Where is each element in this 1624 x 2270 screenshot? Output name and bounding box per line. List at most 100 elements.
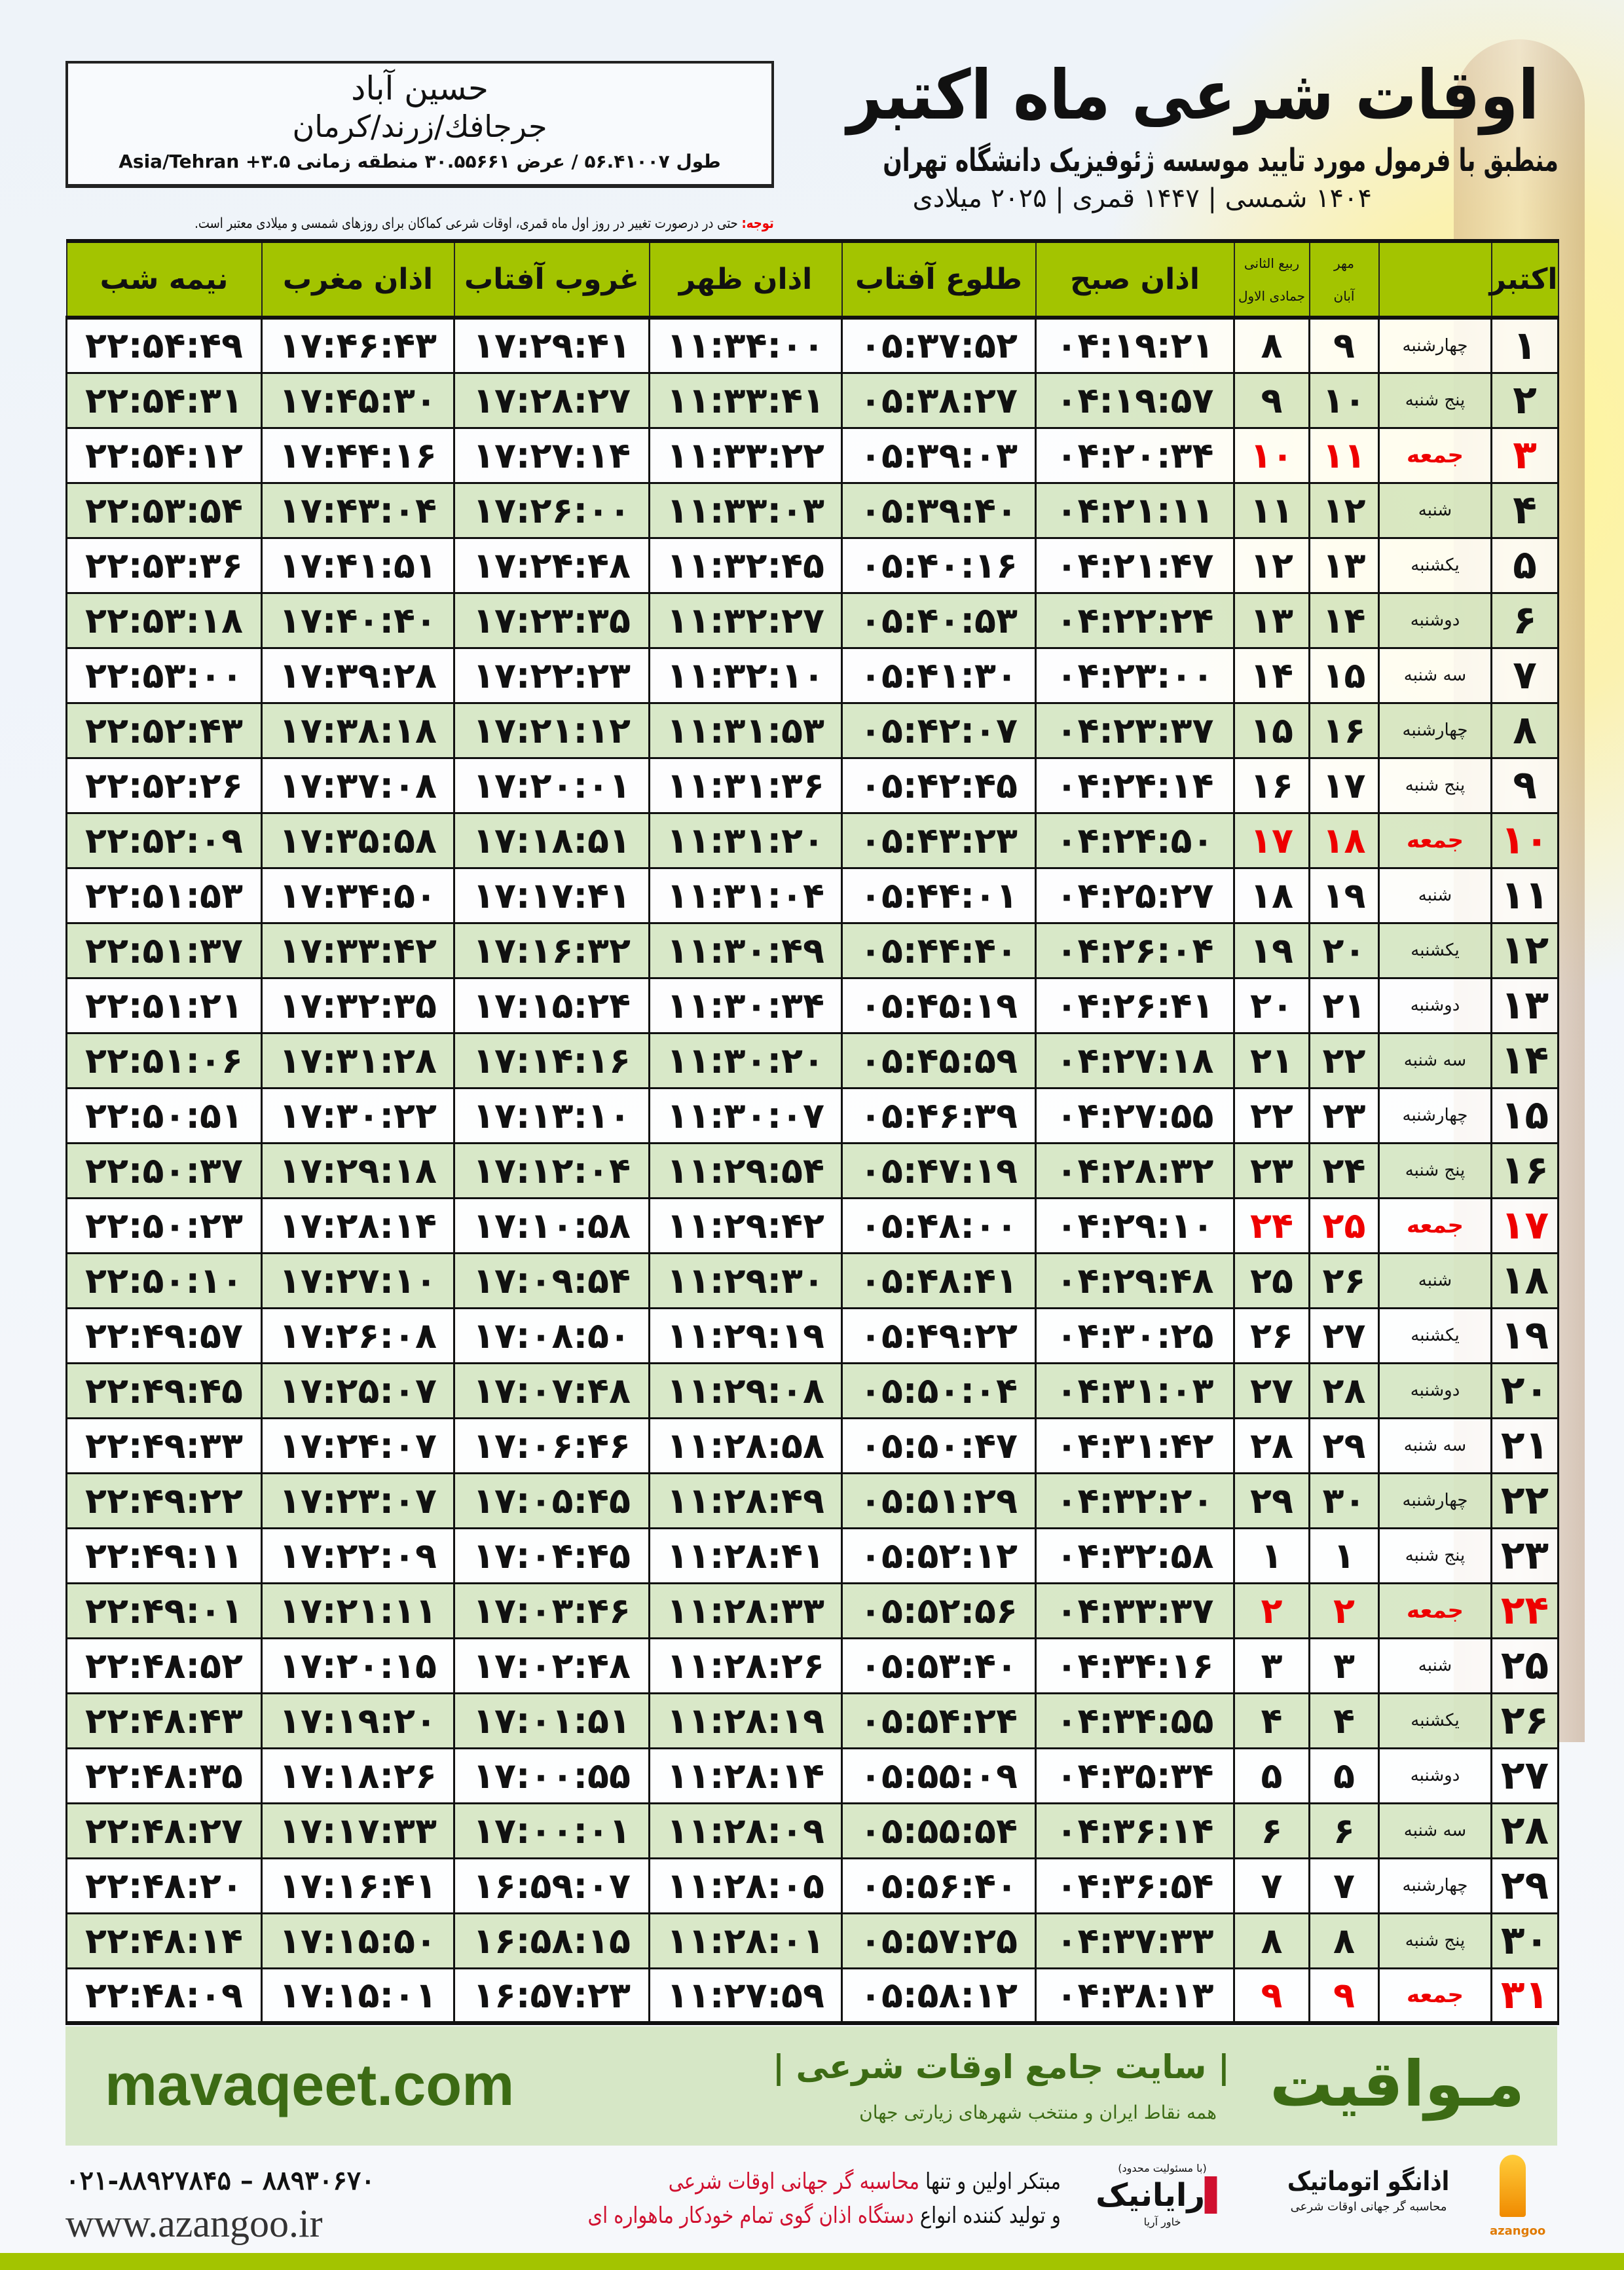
solar-day-cell: ۲۰ <box>1308 921 1380 979</box>
solar-day-cell: ۹ <box>1308 316 1380 374</box>
day-cell: ۲۴ <box>1490 1582 1559 1639</box>
solar-day-cell: ۹ <box>1308 1967 1380 2024</box>
azangoo-link[interactable]: www.azangoo.ir <box>65 2202 323 2245</box>
weekday-cell: شنبه <box>1378 1252 1492 1309</box>
weekday-cell: شنبه <box>1378 1637 1492 1694</box>
day-cell: ۱۵ <box>1490 1087 1559 1144</box>
fajr-cell: ۰۴:۳۶:۱۴ <box>1035 1802 1235 1859</box>
midnight-cell: ۲۲:۵۲:۲۶ <box>65 756 263 814</box>
table-row: ۲۰ دوشنبه ۲۸ ۲۷ ۰۴:۳۱:۰۳ ۰۵:۵۰:۰۴ ۱۱:۲۹:۰۸ ۱۷:۰… <box>65 1362 1559 1419</box>
lunar-day-cell: ۲۰ <box>1233 977 1310 1034</box>
dhuhr-cell: ۱۱:۳۲:۴۵ <box>648 536 843 594</box>
sunrise-cell: ۰۵:۴۸:۴۱ <box>841 1252 1037 1309</box>
day-cell: ۵ <box>1490 536 1559 594</box>
dhuhr-cell: ۱۱:۲۸:۰۹ <box>648 1802 843 1859</box>
weekday-cell: چهارشنبه <box>1378 1857 1492 1914</box>
site-link[interactable]: mavaqeet.com <box>105 2053 515 2118</box>
day-cell: ۱۷ <box>1490 1197 1559 1254</box>
maghrib-cell: ۱۷:۴۰:۴۰ <box>261 591 455 649</box>
fajr-cell: ۰۴:۲۷:۵۵ <box>1035 1087 1235 1144</box>
weekday-cell: پنج شنبه <box>1378 756 1492 814</box>
dhuhr-cell: ۱۱:۳۰:۰۷ <box>648 1087 843 1144</box>
table-row: ۲ پنج شنبه ۱۰ ۹ ۰۴:۱۹:۵۷ ۰۵:۳۸:۲۷ ۱۱:۳۳:۴۱ ۱۷:۲… <box>65 371 1559 429</box>
lunar-day-cell: ۲۶ <box>1233 1307 1310 1364</box>
weekday-cell: پنج شنبه <box>1378 1142 1492 1199</box>
lunar-day-cell: ۲۷ <box>1233 1362 1310 1419</box>
sunrise-cell: ۰۵:۳۷:۵۲ <box>841 316 1037 374</box>
maghrib-cell: ۱۷:۲۳:۰۷ <box>261 1472 455 1529</box>
table-row: ۲۵ شنبه ۳ ۳ ۰۴:۳۴:۱۶ ۰۵:۵۳:۴۰ ۱۱:۲۸:۲۶ ۱۷:۰۲:۴۸… <box>65 1637 1559 1694</box>
sunrise-cell: ۰۵:۳۹:۴۰ <box>841 481 1037 539</box>
table-row: ۱۵ چهارشنبه ۲۳ ۲۲ ۰۴:۲۷:۵۵ ۰۵:۴۶:۳۹ ۱۱:۳۰:۰۷ ۱۷… <box>65 1087 1559 1144</box>
location-box: حسین آباد جرجافك/زرند/کرمان طول ۵۶.۴۱۰۰۷… <box>65 61 774 188</box>
weekday-cell: دوشنبه <box>1378 591 1492 649</box>
day-cell: ۲۹ <box>1490 1857 1559 1914</box>
lunar-day-cell: ۸ <box>1233 1912 1310 1969</box>
sunrise-cell: ۰۵:۵۶:۴۰ <box>841 1857 1037 1914</box>
dhuhr-cell: ۱۱:۳۱:۰۴ <box>648 866 843 924</box>
banner-slogan-sub: همه نقاط ایران و منتخب شهرهای زیارتی جها… <box>859 2102 1217 2123</box>
weekday-cell: یکشنبه <box>1378 1692 1492 1749</box>
sunset-cell: ۱۶:۵۸:۱۵ <box>453 1912 650 1969</box>
solar-day-cell: ۱۷ <box>1308 756 1380 814</box>
maghrib-cell: ۱۷:۲۵:۰۷ <box>261 1362 455 1419</box>
fajr-cell: ۰۴:۲۱:۱۱ <box>1035 481 1235 539</box>
maghrib-cell: ۱۷:۴۴:۱۶ <box>261 426 455 484</box>
maghrib-cell: ۱۷:۳۰:۲۲ <box>261 1087 455 1144</box>
table-row: ۳۱ جمعه ۹ ۹ ۰۴:۳۸:۱۳ ۰۵:۵۸:۱۲ ۱۱:۲۷:۵۹ ۱۶:۵۷:۲۳… <box>65 1967 1559 2024</box>
dhuhr-cell: ۱۱:۲۹:۵۴ <box>648 1142 843 1199</box>
solar-day-cell: ۷ <box>1308 1857 1380 1914</box>
weekday-cell: جمعه <box>1378 1582 1492 1639</box>
solar-day-cell: ۳ <box>1308 1637 1380 1694</box>
maghrib-cell: ۱۷:۳۲:۳۵ <box>261 977 455 1034</box>
page-title: اوقات شرعی ماه اکتبر <box>847 55 1539 135</box>
sunrise-cell: ۰۵:۴۰:۵۳ <box>841 591 1037 649</box>
maghrib-cell: ۱۷:۱۸:۲۶ <box>261 1747 455 1804</box>
lunar-day-cell: ۲۴ <box>1233 1197 1310 1254</box>
table-row: ۶ دوشنبه ۱۴ ۱۳ ۰۴:۲۲:۲۴ ۰۵:۴۰:۵۳ ۱۱:۳۲:۲۷ ۱۷:۲۳… <box>65 591 1559 649</box>
sunset-cell: ۱۷:۲۱:۱۲ <box>453 701 650 759</box>
note-line: توجه: حتی در درصورت تغییر در روز اول ماه… <box>194 215 774 233</box>
sunrise-cell: ۰۵:۳۹:۰۳ <box>841 426 1037 484</box>
solar-day-cell: ۲۱ <box>1308 977 1380 1034</box>
midnight-cell: ۲۲:۵۴:۳۱ <box>65 371 263 429</box>
fajr-cell: ۰۴:۳۴:۱۶ <box>1035 1637 1235 1694</box>
maghrib-cell: ۱۷:۲۶:۰۸ <box>261 1307 455 1364</box>
location-coords: طول ۵۶.۴۱۰۰۷ / عرض ۳۰.۵۵۶۶۱ منطقه زمانی … <box>119 151 721 172</box>
fajr-cell: ۰۴:۳۱:۴۲ <box>1035 1417 1235 1474</box>
dhuhr-cell: ۱۱:۳۱:۲۰ <box>648 811 843 869</box>
table-row: ۱۷ جمعه ۲۵ ۲۴ ۰۴:۲۹:۱۰ ۰۵:۴۸:۰۰ ۱۱:۲۹:۴۲ ۱۷:۱۰:… <box>65 1197 1559 1254</box>
dhuhr-cell: ۱۱:۲۸:۱۹ <box>648 1692 843 1749</box>
day-cell: ۲۶ <box>1490 1692 1559 1749</box>
promo-line-1: مبتکر اولین و تنها محاسبه گر جهانی اوقات… <box>669 2165 1061 2199</box>
weekday-cell: چهارشنبه <box>1378 1087 1492 1144</box>
fajr-cell: ۰۴:۳۱:۰۳ <box>1035 1362 1235 1419</box>
dhuhr-cell: ۱۱:۳۲:۲۷ <box>648 591 843 649</box>
weekday-cell: دوشنبه <box>1378 1362 1492 1419</box>
weekday-cell: شنبه <box>1378 866 1492 924</box>
sunset-cell: ۱۷:۰۹:۵۴ <box>453 1252 650 1309</box>
sunset-cell: ۱۷:۱۲:۰۴ <box>453 1142 650 1199</box>
sunrise-cell: ۰۵:۵۷:۲۵ <box>841 1912 1037 1969</box>
sunset-cell: ۱۶:۵۷:۲۳ <box>453 1967 650 2024</box>
fajr-cell: ۰۴:۳۸:۱۳ <box>1035 1967 1235 2024</box>
midnight-cell: ۲۲:۴۹:۲۲ <box>65 1472 263 1529</box>
sunset-cell: ۱۷:۲۳:۳۵ <box>453 591 650 649</box>
table-row: ۵ یکشنبه ۱۳ ۱۲ ۰۴:۲۱:۴۷ ۰۵:۴۰:۱۶ ۱۱:۳۲:۴۵ ۱۷:۲۴… <box>65 536 1559 594</box>
maghrib-cell: ۱۷:۳۳:۴۲ <box>261 921 455 979</box>
day-cell: ۱۲ <box>1490 921 1559 979</box>
fajr-cell: ۰۴:۲۲:۲۴ <box>1035 591 1235 649</box>
promo1-a: مبتکر اولین و تنها <box>919 2168 1061 2195</box>
fajr-cell: ۰۴:۳۴:۵۵ <box>1035 1692 1235 1749</box>
table-row: ۲۱ سه شنبه ۲۹ ۲۸ ۰۴:۳۱:۴۲ ۰۵:۵۰:۴۷ ۱۱:۲۸:۵۸ ۱۷:… <box>65 1417 1559 1474</box>
fajr-cell: ۰۴:۲۱:۴۷ <box>1035 536 1235 594</box>
col-maghrib: اذان مغرب <box>261 240 455 318</box>
col-lunar: ربیع الثانی جمادی الاول <box>1233 240 1310 318</box>
lunar-day-cell: ۷ <box>1233 1857 1310 1914</box>
lunar-day-cell: ۱۹ <box>1233 921 1310 979</box>
mavaqeet-banner: mavaqeet.com همه نقاط ایران و منتخب شهره… <box>65 2026 1557 2146</box>
azangoo-name: اذانگو اتوماتیک <box>1287 2167 1450 2197</box>
dhuhr-cell: ۱۱:۲۹:۴۲ <box>648 1197 843 1254</box>
midnight-cell: ۲۲:۵۰:۳۷ <box>65 1142 263 1199</box>
day-cell: ۳ <box>1490 426 1559 484</box>
